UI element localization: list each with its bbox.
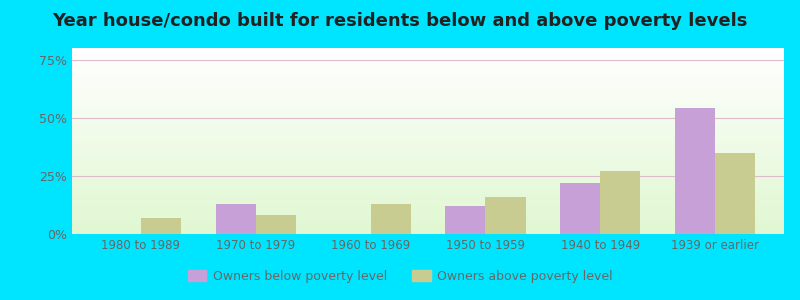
Bar bbox=[675, 108, 715, 234]
Bar bbox=[256, 215, 296, 234]
Bar bbox=[715, 153, 755, 234]
Text: Year house/condo built for residents below and above poverty levels: Year house/condo built for residents bel… bbox=[52, 12, 748, 30]
Legend: Owners below poverty level, Owners above poverty level: Owners below poverty level, Owners above… bbox=[182, 265, 618, 288]
Bar bbox=[141, 218, 181, 234]
Bar bbox=[215, 204, 256, 234]
Bar bbox=[446, 206, 486, 234]
Bar bbox=[370, 204, 410, 234]
Bar bbox=[486, 197, 526, 234]
Bar bbox=[600, 171, 641, 234]
Bar bbox=[560, 183, 600, 234]
